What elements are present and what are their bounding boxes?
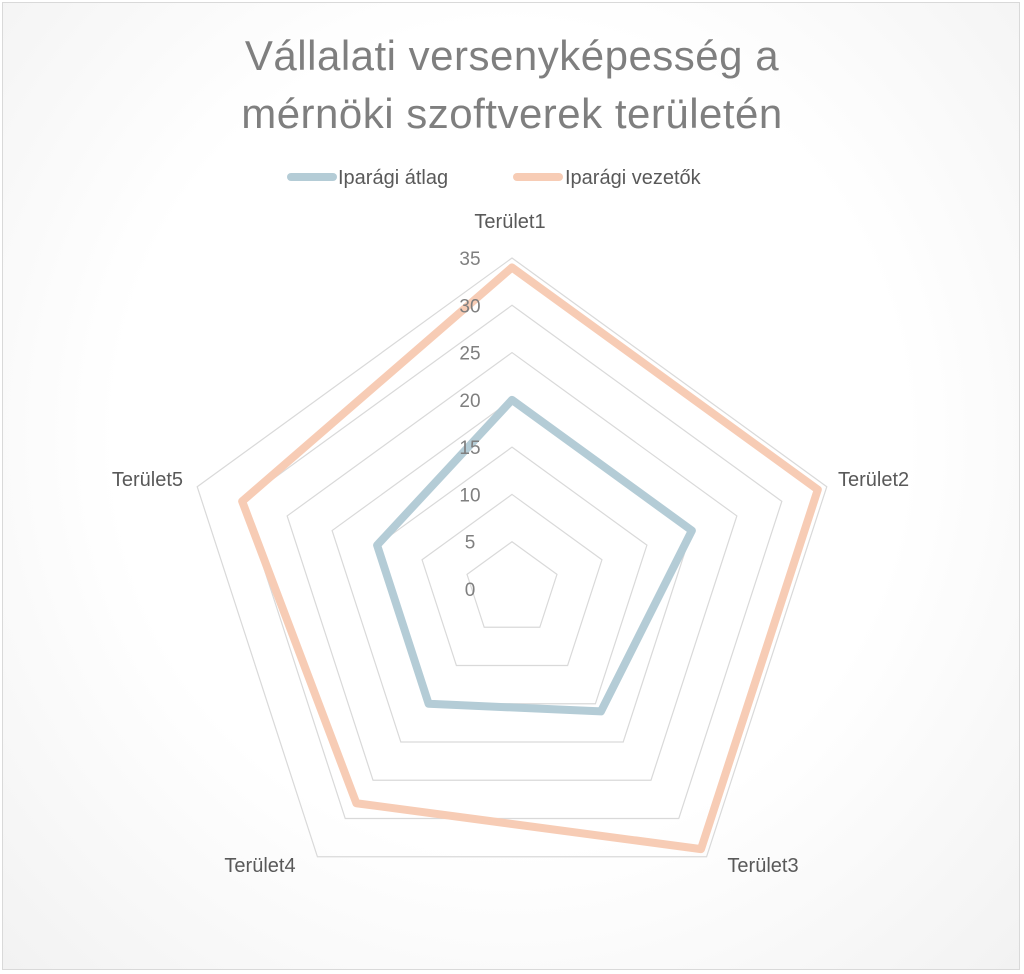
series-lines <box>238 263 822 854</box>
category-labels: Terület1 Terület2 Terület3 Terület4 Terület5 <box>112 211 909 877</box>
radar-grid <box>196 257 828 858</box>
tick-label: 15 <box>459 438 480 459</box>
grid-ring <box>241 304 783 820</box>
series-line-2 <box>238 263 822 854</box>
chart-title-line-1: Vállalati versenyképesség a <box>244 32 780 79</box>
tick-label: 20 <box>459 391 480 412</box>
grid-ring <box>466 540 558 628</box>
tick-label: 5 <box>465 533 476 554</box>
tick-label: 10 <box>459 485 480 506</box>
tick-label: 35 <box>459 249 480 270</box>
grid-ring <box>421 493 603 667</box>
tick-labels: 0 5 10 15 20 25 30 35 <box>459 249 480 601</box>
legend: Iparági átlag Iparági vezetők <box>287 167 702 189</box>
series-line-1 <box>373 395 696 716</box>
category-label: Terület2 <box>838 469 909 491</box>
legend-label-2: Iparági vezetők <box>565 167 702 189</box>
grid-ring <box>196 257 828 858</box>
category-label: Terület3 <box>727 855 798 877</box>
category-label: Terület1 <box>474 211 545 233</box>
chart-title: Vállalati versenyképesség a mérnöki szof… <box>3 27 1021 143</box>
category-label: Terület4 <box>224 855 295 877</box>
category-label: Terület5 <box>112 469 183 491</box>
tick-label: 0 <box>465 580 476 601</box>
legend-label-1: Iparági átlag <box>338 167 448 189</box>
tick-label: 30 <box>459 296 480 317</box>
grid-ring <box>286 351 738 781</box>
tick-label: 25 <box>459 344 480 365</box>
chart-title-line-2: mérnöki szoftverek területén <box>241 90 783 137</box>
